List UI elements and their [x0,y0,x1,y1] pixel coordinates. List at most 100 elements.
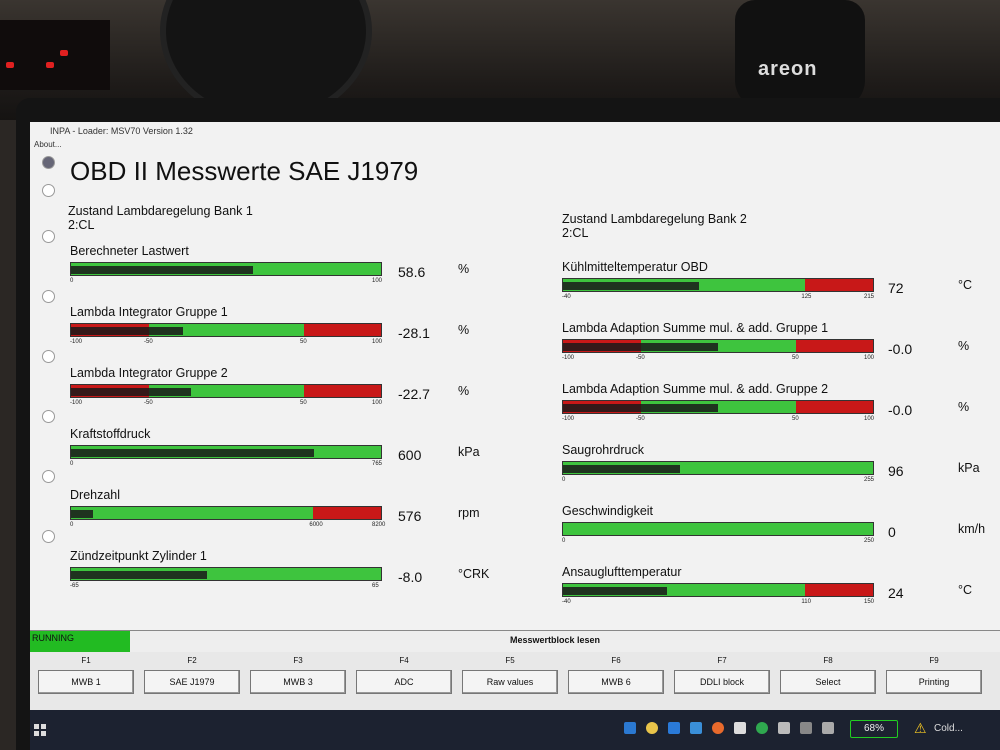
gauge-bar [562,461,874,475]
gauge-value: 72 [888,280,904,296]
gauge-segment [804,279,873,291]
gauge-tick-label: -100 [562,355,575,361]
gauge-fill [71,327,183,335]
gauge-unit: °CRK [458,567,490,581]
gauge-tick-label: -100 [562,416,575,422]
radio-button[interactable] [42,470,55,483]
fkey-number: F8 [823,656,833,665]
gauge-tick-label: -100 [70,400,83,406]
gauge-bar [562,278,874,292]
gauge-tick-label: 255 [864,477,875,483]
fkey-f8: F8 Select [776,652,880,694]
gauge-bar [70,445,382,459]
inpa-window: INPA - Loader: MSV70 Version 1.32 About.… [30,122,1000,710]
gauge-label: Drehzahl [70,488,121,502]
gauge-unit: % [958,400,970,414]
taskbar-app-icon[interactable] [734,722,746,734]
gauge-segment [795,340,873,352]
gauge-label: Lambda Integrator Gruppe 2 [70,366,228,380]
gauge-segment [312,507,381,519]
gauge-fill [71,510,93,518]
status-bar: RUNNING Messwertblock lesen [30,630,1000,653]
fkey-number: F9 [929,656,939,665]
gauge-tick-label: 50 [300,400,307,406]
taskbar-app-icon[interactable] [778,722,790,734]
gauge-fill [71,449,315,457]
gauge-tick-label: 765 [372,461,383,467]
taskbar-app-icon[interactable] [800,722,812,734]
window-title: INPA - Loader: MSV70 Version 1.32 [50,126,193,136]
vscode-icon[interactable] [668,722,680,734]
gauge-value: 24 [888,585,904,601]
fkey-button[interactable]: MWB 3 [250,670,346,694]
weather-text[interactable]: Cold... [934,723,963,734]
fkey-f4: F4 ADC [352,652,456,694]
gauge-tick-label: 125 [801,294,812,300]
gauge-fill [563,587,668,595]
air-freshener-bottle [735,0,865,110]
gauge-bar [562,583,874,597]
gauge-bar [70,384,382,398]
block-label: Messwertblock lesen [510,635,601,645]
gauge-unit: % [958,339,970,353]
fkey-number: F4 [399,656,409,665]
gauge-segment [718,340,796,352]
fkey-f1: F1 MWB 1 [34,652,138,694]
gauge-fill [563,343,718,351]
brave-icon[interactable] [712,722,724,734]
radio-button[interactable] [42,290,55,303]
gauge-label: Lambda Adaption Summe mul. & add. Gruppe… [562,382,829,396]
gauge-bar [562,522,874,536]
fkey-button[interactable]: MWB 6 [568,670,664,694]
gauge-bar [70,262,382,276]
radio-button[interactable] [42,410,55,423]
radio-button[interactable] [42,156,55,169]
gauge-value: 0 [888,524,896,540]
radio-button[interactable] [42,350,55,363]
lambda-state-bank1-value: 2:CL [68,218,95,232]
fkey-button[interactable]: Raw values [462,670,558,694]
windows-start-icon[interactable] [34,724,46,736]
gauge-tick-label: -50 [144,400,153,406]
gauge-unit: °C [958,583,973,597]
chrome-icon[interactable] [646,722,658,734]
gauge-label: Lambda Integrator Gruppe 1 [70,305,228,319]
gauge-label: Saugrohrdruck [562,443,644,457]
fkey-button[interactable]: MWB 1 [38,670,134,694]
radio-button[interactable] [42,530,55,543]
lambda-state-bank1-title: Zustand Lambdaregelung Bank 1 [68,204,253,218]
radio-button[interactable] [42,230,55,243]
menu-about[interactable]: About... [34,140,62,149]
taskbar-app-icon[interactable] [822,722,834,734]
gauge-fill [563,404,718,412]
gauge-tick-label: -100 [70,339,83,345]
xbox-icon[interactable] [756,722,768,734]
gauge-tick-label: -50 [636,355,645,361]
fkey-f2: F2 SAE J1979 [140,652,244,694]
gauge-tick-label: -40 [562,294,571,300]
fkey-number: F6 [611,656,621,665]
fkey-button[interactable]: SAE J1979 [144,670,240,694]
gauge-tick-label: -65 [70,583,79,589]
warning-icon[interactable]: ⚠ [914,720,927,736]
radio-button[interactable] [42,184,55,197]
fkey-button[interactable]: ADC [356,670,452,694]
gauge-fill [71,571,207,579]
taskbar-app-icon[interactable] [690,722,702,734]
fkey-number: F2 [187,656,197,665]
gauge-segment [226,385,304,397]
gauge-segment [563,523,873,535]
gauge-tick-label: -50 [636,416,645,422]
windows-taskbar: 68% ⚠ Cold... [30,710,1000,750]
gauge-value: 600 [398,447,422,463]
gauge-tick-label: 0 [70,522,74,528]
battery-indicator[interactable]: 68% [850,720,898,738]
bottle-logo: areon [758,58,818,80]
gauge-unit: % [458,323,470,337]
fkey-f7: F7 DDLI block [670,652,774,694]
gauge-tick-label: 250 [864,538,875,544]
fkey-button[interactable]: DDLI block [674,670,770,694]
fkey-button[interactable]: Printing [886,670,982,694]
taskbar-app-icon[interactable] [624,722,636,734]
fkey-button[interactable]: Select [780,670,876,694]
